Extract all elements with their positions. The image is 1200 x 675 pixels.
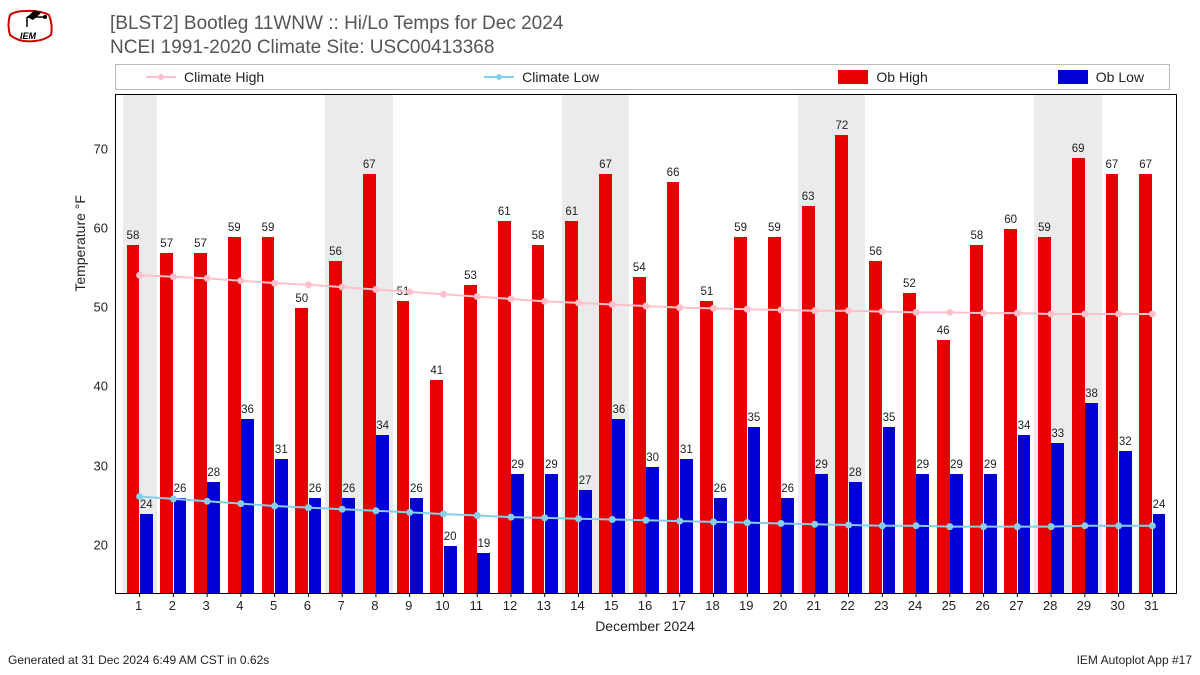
title-line-2: NCEI 1991-2020 Climate Site: USC00413368 [110,36,563,60]
legend: Climate High Climate Low Ob High Ob Low [115,64,1170,90]
x-tick-label: 11 [469,598,483,613]
x-tick-label: 26 [975,598,989,613]
legend-ob-high: Ob High [838,69,927,85]
footer-app: IEM Autoplot App #17 [1077,653,1192,667]
x-tick-label: 1 [135,598,142,613]
legend-label: Ob High [876,69,927,85]
x-tick-label: 24 [908,598,922,613]
x-tick-label: 15 [604,598,618,613]
tick-marks [115,95,1177,601]
x-tick-label: 12 [503,598,517,613]
x-tick-label: 14 [570,598,584,613]
x-tick-label: 20 [773,598,787,613]
x-tick-label: 5 [270,598,277,613]
x-tick-label: 13 [536,598,550,613]
x-tick-label: 31 [1144,598,1158,613]
x-tick-label: 25 [942,598,956,613]
x-tick-label: 3 [203,598,210,613]
legend-label: Climate High [184,69,264,85]
x-tick-label: 21 [807,598,821,613]
title-line-1: [BLST2] Bootleg 11WNW :: Hi/Lo Temps for… [110,12,563,36]
x-tick-label: 8 [371,598,378,613]
x-tick-label: 30 [1110,598,1124,613]
x-tick-label: 19 [739,598,753,613]
y-tick-label: 50 [94,300,108,315]
x-tick-label: 22 [840,598,854,613]
legend-climate-low: Climate Low [484,69,599,85]
x-tick-label: 9 [405,598,412,613]
svg-text:IEM: IEM [20,31,37,41]
y-tick-label: 30 [94,458,108,473]
x-tick-label: 28 [1043,598,1057,613]
y-tick-label: 60 [94,221,108,236]
y-tick-label: 40 [94,379,108,394]
x-tick-label: 7 [338,598,345,613]
x-axis-label: December 2024 [115,618,1175,634]
y-tick-label: 20 [94,537,108,552]
chart-title: [BLST2] Bootleg 11WNW :: Hi/Lo Temps for… [110,12,563,60]
legend-label: Ob Low [1096,69,1144,85]
x-tick-label: 2 [169,598,176,613]
x-tick-label: 4 [236,598,243,613]
y-tick-label: 70 [94,142,108,157]
x-tick-label: 10 [435,598,449,613]
x-tick-label: 29 [1077,598,1091,613]
x-tick-label: 16 [638,598,652,613]
chart-plot-area: 5824572657285936593150265626673451264120… [115,94,1177,594]
x-tick-label: 18 [705,598,719,613]
legend-label: Climate Low [522,69,599,85]
y-axis-label: Temperature °F [72,195,88,292]
footer-generated: Generated at 31 Dec 2024 6:49 AM CST in … [8,653,269,667]
x-tick-label: 23 [874,598,888,613]
x-tick-label: 27 [1009,598,1023,613]
x-tick-label: 17 [672,598,686,613]
iem-logo: IEM [5,5,55,45]
x-tick-label: 6 [304,598,311,613]
legend-climate-high: Climate High [146,69,264,85]
legend-ob-low: Ob Low [1058,69,1144,85]
